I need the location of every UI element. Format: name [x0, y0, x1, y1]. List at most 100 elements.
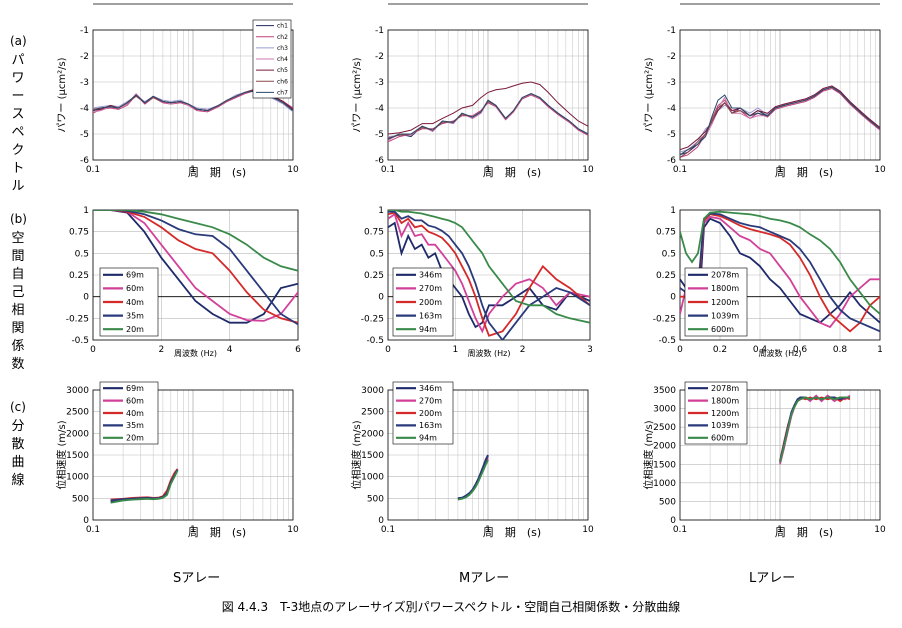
y-axis-label: 位相速度 (m/s) [642, 420, 655, 489]
legend-label: 163m [419, 421, 442, 430]
legend-label: 2078m [711, 384, 739, 393]
series-line-1800m [779, 394, 851, 465]
row-label-power-spectrum: (a) パワースペクトル [10, 32, 32, 196]
legend-label: 1800m [711, 396, 739, 405]
series-line-ch2 [680, 87, 880, 158]
y-tick-label: 2500 [653, 423, 676, 433]
series-line-94m [457, 459, 489, 501]
y-tick-label: 0 [670, 516, 676, 526]
y-tick-label: -0.25 [66, 314, 89, 324]
y-tick-label: -0.25 [361, 314, 384, 324]
x-axis-label: 周 期 (s) [775, 166, 833, 179]
legend-label: 60m [126, 396, 144, 405]
legend-label: 40m [126, 409, 144, 418]
row-title: パワースペクトル [11, 53, 25, 194]
y-tick-label: -3 [375, 78, 384, 88]
legend-label: 600m [711, 434, 734, 443]
legend-label: ch5 [277, 67, 288, 74]
plot-frame [387, 209, 591, 341]
legend-label: 35m [126, 421, 144, 430]
legend: 346m 270m 200m 163m 94m [392, 267, 454, 337]
x-tick-label: 1 [777, 165, 783, 175]
x-tick-label: 1 [485, 525, 491, 535]
legend-label: 600m [711, 325, 734, 334]
legend-label: 1200m [711, 409, 739, 418]
row-title: 空間自己相関係数 [11, 231, 25, 372]
x-tick-label: 10 [582, 525, 594, 535]
y-tick-label: 2500 [66, 408, 89, 418]
y-tick-label: 1 [670, 206, 676, 216]
x-tick-label: 0.1 [673, 165, 687, 175]
x-tick-label: 10 [287, 165, 299, 175]
x-tick-label: 10 [874, 165, 886, 175]
x-tick-label: 1 [485, 165, 491, 175]
legend-label: 20m [126, 434, 144, 443]
legend-label: 20m [126, 325, 144, 334]
series-line-2078m [680, 217, 880, 326]
column-label-m-array: Mアレー [459, 571, 510, 586]
y-axis-label: パワー (μcm²/s) [351, 57, 363, 132]
legend-label: ch2 [277, 34, 288, 41]
series-line-200m [388, 211, 590, 337]
x-axis-label: 周 期 (s) [188, 526, 246, 539]
legend-label: ch6 [277, 78, 288, 85]
y-tick-label: 1 [378, 206, 384, 216]
x-tick-label: 1 [777, 525, 783, 535]
x-tick-label: 3 [587, 345, 593, 355]
y-tick-label: -2 [80, 52, 89, 62]
series-line-163m [388, 210, 590, 340]
y-tick-label: 1500 [361, 451, 384, 461]
plot-frame [679, 29, 881, 161]
series-line-ch5 [388, 81, 588, 135]
y-tick-label: -5 [375, 130, 384, 140]
legend-label: ch7 [277, 90, 288, 97]
legend-label: ch4 [277, 56, 288, 63]
legend: ch1 ch2 ch3 ch4 ch5 ch6 ch7 [252, 19, 292, 99]
legend: 69m 60m 40m 35m 20m [99, 267, 159, 337]
series-line-1039m [680, 212, 880, 333]
row-tag: (a) [10, 34, 27, 48]
legend-label: 346m [419, 271, 442, 280]
y-tick-label: 500 [72, 494, 89, 504]
legend-label: 200m [419, 298, 442, 307]
legend-label: 94m [419, 434, 437, 443]
y-tick-label: 1 [83, 206, 89, 216]
x-axis-label: 周 期 (s) [483, 526, 541, 539]
legend-label: 60m [126, 284, 144, 293]
series-line-35m [110, 469, 179, 502]
figure-caption: 図 4.4.3 T-3地点のアレーサイズ別パワースペクトル・空間自己相関係数・分… [221, 600, 681, 614]
x-axis-label: 周波数 (Hz) [759, 348, 802, 358]
y-tick-label: 0.25 [364, 271, 384, 281]
y-tick-label: -5 [80, 130, 89, 140]
legend-label: 1200m [711, 298, 739, 307]
plot-frame [387, 389, 589, 521]
y-tick-label: -2 [375, 52, 384, 62]
y-tick-label: -1 [80, 26, 89, 36]
x-tick-label: 0.1 [86, 165, 100, 175]
y-tick-label: 3000 [66, 386, 89, 396]
legend: 2078m 1800m 1200m 1039m 600m [684, 381, 748, 445]
y-tick-label: 0.5 [662, 249, 676, 259]
legend-label: 69m [126, 384, 144, 393]
chart-panel-a-M: -6 -5 -4 -3 -2 -1 0.1 1 10 周 期 (s) パワー (μcm²/s) [351, 3, 594, 179]
legend-label: 200m [419, 409, 442, 418]
legend-label: 1039m [711, 311, 739, 320]
y-tick-label: 0 [83, 516, 89, 526]
y-tick-label: 500 [659, 497, 676, 507]
y-tick-label: 2500 [361, 408, 384, 418]
y-tick-label: 1500 [66, 451, 89, 461]
x-tick-label: 0.8 [833, 345, 848, 355]
x-tick-label: 0.1 [381, 165, 395, 175]
legend: 2078m 1800m 1200m 1039m 600m [684, 267, 748, 337]
y-tick-label: -4 [80, 104, 89, 114]
legend: 69m 60m 40m 35m 20m [99, 381, 159, 445]
chart-panel-c-L: 0 500 1000 1500 2000 2500 3000 3500 0.1 1 10 周 期 (s… [642, 381, 886, 539]
x-axis-label: 周波数 (Hz) [174, 348, 217, 358]
x-tick-label: 0.1 [673, 525, 687, 535]
x-axis-label: 周 期 (s) [483, 166, 541, 179]
y-tick-label: -4 [375, 104, 384, 114]
series-line-1039m [779, 396, 850, 462]
y-tick-label: -6 [375, 156, 384, 166]
y-tick-label: 1000 [653, 479, 676, 489]
